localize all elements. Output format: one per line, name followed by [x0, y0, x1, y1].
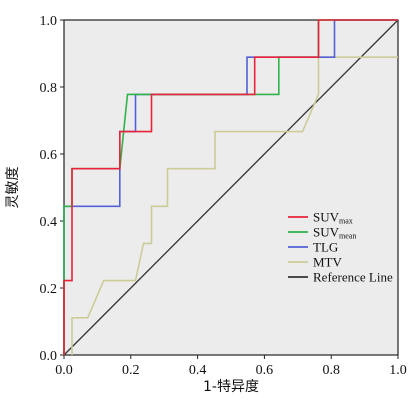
legend-label-sub: mean: [339, 232, 356, 241]
legend-label-main: TLG: [313, 240, 338, 255]
legend-label: Reference Line: [313, 270, 393, 285]
y-axis-title: 灵敏度: [5, 167, 21, 209]
legend-label: MTV: [313, 255, 343, 270]
x-tick-label: 0.6: [256, 363, 274, 378]
y-tick-label: 0.6: [40, 148, 58, 163]
x-tick-label: 0.2: [122, 363, 140, 378]
series-line-reference-line: [63, 19, 399, 356]
legend-label: SUVmean: [313, 225, 356, 241]
x-tick-label: 1.0: [389, 363, 407, 378]
y-tick-label: 0.0: [40, 349, 58, 364]
series-line-suvmax: [63, 19, 398, 355]
x-axis-title: 1-特异度: [203, 379, 259, 395]
legend-label-main: SUV: [313, 225, 340, 240]
legend-label: SUVmax: [313, 210, 353, 226]
series-line-mtv: [71, 56, 398, 355]
legend-label-main: MTV: [313, 255, 343, 270]
x-tick-label: 0.0: [55, 363, 73, 378]
legend-label-sub: max: [339, 217, 353, 226]
legend-label-main: SUV: [313, 210, 340, 225]
y-tick-label: 1.0: [40, 14, 58, 29]
y-tick-label: 0.8: [40, 81, 58, 96]
x-tick-label: 0.8: [322, 363, 340, 378]
legend-label: TLG: [313, 240, 338, 255]
x-tick-label: 0.4: [189, 363, 207, 378]
y-tick-label: 0.4: [40, 215, 58, 230]
legend-label-main: Reference Line: [313, 270, 393, 285]
y-tick-label: 0.2: [40, 282, 58, 297]
